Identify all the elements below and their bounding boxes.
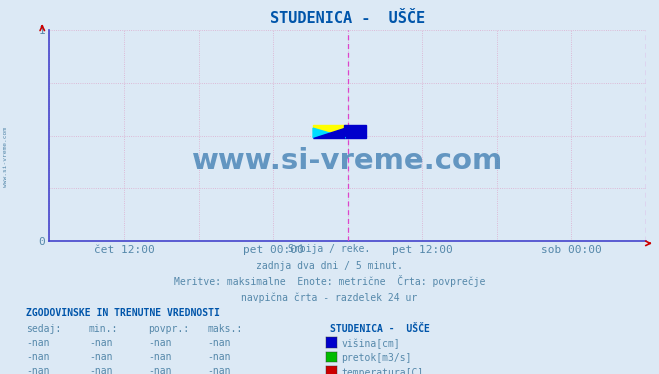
Text: min.:: min.: [89, 324, 119, 334]
Text: višina[cm]: višina[cm] [341, 339, 400, 349]
Polygon shape [313, 128, 344, 138]
Text: navpična črta - razdelek 24 ur: navpična črta - razdelek 24 ur [241, 292, 418, 303]
Polygon shape [313, 128, 346, 138]
Text: -nan: -nan [89, 338, 113, 348]
Text: ZGODOVINSKE IN TRENUTNE VREDNOSTI: ZGODOVINSKE IN TRENUTNE VREDNOSTI [26, 308, 220, 318]
Text: -nan: -nan [89, 367, 113, 374]
Text: pretok[m3/s]: pretok[m3/s] [341, 353, 412, 363]
Bar [344, 125, 366, 138]
Text: -nan: -nan [208, 352, 231, 362]
Text: -nan: -nan [208, 338, 231, 348]
Title: STUDENICA -  UŠČE: STUDENICA - UŠČE [270, 11, 425, 26]
Text: -nan: -nan [208, 367, 231, 374]
Bar [313, 125, 346, 131]
Text: Srbija / reke.: Srbija / reke. [289, 245, 370, 254]
Text: www.si-vreme.com: www.si-vreme.com [3, 127, 8, 187]
Text: -nan: -nan [26, 352, 50, 362]
Text: temperatura[C]: temperatura[C] [341, 368, 424, 374]
Text: povpr.:: povpr.: [148, 324, 189, 334]
Text: -nan: -nan [26, 367, 50, 374]
Text: -nan: -nan [148, 367, 172, 374]
Text: STUDENICA -  UŠČE: STUDENICA - UŠČE [330, 324, 430, 334]
Text: -nan: -nan [26, 338, 50, 348]
Text: www.si-vreme.com: www.si-vreme.com [192, 147, 503, 175]
Text: -nan: -nan [148, 338, 172, 348]
Text: maks.:: maks.: [208, 324, 243, 334]
Text: sedaj:: sedaj: [26, 324, 61, 334]
Text: -nan: -nan [89, 352, 113, 362]
Text: zadnja dva dni / 5 minut.: zadnja dva dni / 5 minut. [256, 261, 403, 270]
Text: Meritve: maksimalne  Enote: metrične  Črta: povprečje: Meritve: maksimalne Enote: metrične Črta… [174, 275, 485, 286]
Text: -nan: -nan [148, 352, 172, 362]
